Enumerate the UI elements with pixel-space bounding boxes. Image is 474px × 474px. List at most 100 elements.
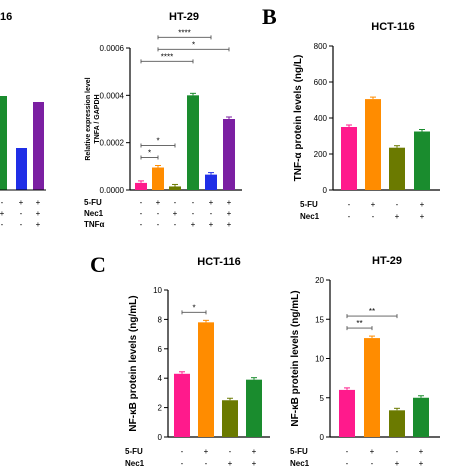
- significance-label: **: [369, 307, 375, 316]
- sign-label: +: [36, 198, 41, 207]
- sign-label: +: [420, 212, 425, 221]
- significance-label: *: [148, 149, 151, 158]
- treatment-row-label: 5-FU: [290, 447, 308, 456]
- sign-label: +: [395, 212, 400, 221]
- treatment-row-label: Nec1: [300, 212, 320, 221]
- bar: [246, 379, 262, 437]
- sign-label: +: [252, 447, 257, 456]
- sign-label: +: [209, 198, 214, 207]
- y-axis-label: NF-κB protein levels (ng/mL): [290, 290, 301, 426]
- sign-label: -: [157, 220, 160, 229]
- bar: [0, 96, 7, 190]
- y-axis-label: Relative expression level: [85, 77, 92, 160]
- significance-label: ****: [178, 28, 190, 37]
- bar: [174, 373, 190, 437]
- treatment-row-label: TNFα: [84, 220, 105, 229]
- y-tick-label: 2: [158, 404, 163, 413]
- y-tick-label: 8: [158, 315, 163, 324]
- sign-label: -: [396, 447, 399, 456]
- sign-label: +: [420, 200, 425, 209]
- significance-label: **: [356, 319, 362, 328]
- y-tick-label: 0.0006: [100, 44, 125, 53]
- significance-label: *: [156, 137, 159, 146]
- y-axis-label: TNF-α protein levels (ng/L): [293, 55, 304, 182]
- sign-label: +: [228, 459, 233, 468]
- bar: [364, 338, 380, 437]
- bar: [135, 182, 147, 190]
- bar: [169, 186, 181, 190]
- sign-label: -: [205, 459, 208, 468]
- bar: [339, 389, 355, 437]
- sign-label: -: [140, 198, 143, 207]
- bar: [413, 397, 429, 437]
- bar: [223, 119, 235, 190]
- bar: [222, 400, 238, 437]
- y-tick-label: 800: [314, 42, 328, 51]
- sign-label: +: [204, 447, 209, 456]
- sign-label: -: [229, 447, 232, 456]
- sign-label: -: [346, 459, 349, 468]
- sign-label: +: [252, 459, 257, 468]
- sign-label: -: [157, 209, 160, 218]
- sign-label: -: [348, 200, 351, 209]
- chart-title: HT-29: [169, 11, 199, 23]
- sign-label: -: [20, 209, 23, 218]
- sign-label: +: [370, 447, 375, 456]
- y-tick-label: 10: [153, 286, 162, 295]
- sign-label: +: [419, 459, 424, 468]
- left-panel-title: 16: [0, 11, 12, 23]
- sign-label: -: [210, 209, 213, 218]
- bar: [198, 322, 214, 437]
- bar: [205, 174, 217, 190]
- sign-label: -: [1, 198, 4, 207]
- sign-label: +: [156, 198, 161, 207]
- sign-label: +: [419, 447, 424, 456]
- y-tick-label: 0.0004: [100, 91, 125, 100]
- bar: [341, 127, 357, 190]
- sign-label: +: [0, 209, 5, 218]
- treatment-row-label: 5-FU: [125, 447, 143, 456]
- sign-label: -: [174, 198, 177, 207]
- sign-label: -: [348, 212, 351, 221]
- sign-label: +: [209, 220, 214, 229]
- bar: [187, 95, 199, 190]
- sign-label: -: [140, 209, 143, 218]
- y-tick-label: 400: [314, 114, 328, 123]
- chart-title: HT-29: [372, 255, 402, 267]
- sign-label: -: [181, 459, 184, 468]
- sign-label: -: [371, 459, 374, 468]
- significance-label: *: [192, 303, 195, 312]
- sign-label: -: [140, 220, 143, 229]
- y-tick-label: 0.0000: [100, 186, 125, 195]
- sign-label: -: [372, 212, 375, 221]
- bar: [389, 410, 405, 437]
- sign-label: -: [20, 220, 23, 229]
- sign-label: +: [395, 459, 400, 468]
- y-tick-label: 4: [158, 374, 163, 383]
- y-tick-label: 600: [314, 78, 328, 87]
- panel-letter-c: C: [90, 252, 106, 277]
- sign-label: -: [192, 209, 195, 218]
- sign-label: +: [227, 220, 232, 229]
- treatment-row-label: 5-FU: [84, 198, 102, 207]
- sign-label: +: [19, 198, 24, 207]
- y-axis-label: NF-κB protein levels (ng/mL): [128, 295, 139, 431]
- y-tick-label: 6: [158, 345, 163, 354]
- sign-label: +: [227, 198, 232, 207]
- sign-label: -: [1, 220, 4, 229]
- y-tick-label: 20: [315, 276, 324, 285]
- bar: [33, 102, 44, 190]
- y-tick-label: 0.0002: [100, 139, 125, 148]
- bar: [389, 147, 405, 190]
- y-tick-label: 0: [323, 186, 328, 195]
- bar: [365, 99, 381, 190]
- sign-label: +: [227, 209, 232, 218]
- y-tick-label: 10: [315, 355, 324, 364]
- y-tick-label: 15: [315, 315, 324, 324]
- sign-label: -: [192, 198, 195, 207]
- sign-label: +: [173, 209, 178, 218]
- y-tick-label: 200: [314, 150, 328, 159]
- panel-letter-b: B: [262, 4, 277, 29]
- treatment-row-label: Nec1: [290, 459, 310, 468]
